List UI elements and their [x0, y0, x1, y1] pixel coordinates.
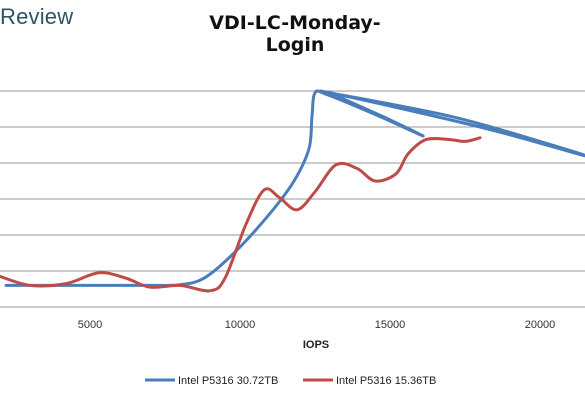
chart-title: VDI-LC-Monday-Login	[209, 12, 381, 56]
x-axis-label: IOPS	[303, 339, 329, 351]
series-line-2	[0, 136, 482, 293]
brand-logo-text: Review	[0, 4, 74, 29]
plot-area	[0, 89, 585, 293]
series-line-1	[4, 89, 585, 287]
x-tick-label: 10000	[225, 319, 256, 331]
x-axis-ticks: 5000 10000 15000 20000	[78, 319, 556, 331]
x-tick-label: 5000	[78, 319, 102, 331]
x-tick-label: 20000	[525, 319, 556, 331]
x-tick-label: 15000	[375, 319, 406, 331]
gridlines	[0, 90, 585, 308]
legend: Intel P5316 30.72TB Intel P5316 15.36TB	[145, 375, 436, 387]
legend-label: Intel P5316 30.72TB	[178, 375, 278, 387]
legend-label: Intel P5316 15.36TB	[336, 375, 436, 387]
